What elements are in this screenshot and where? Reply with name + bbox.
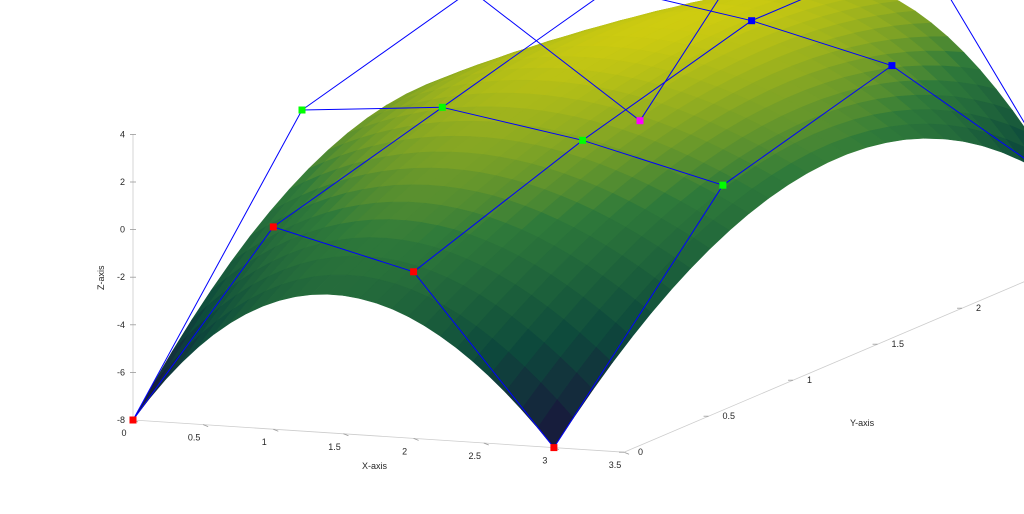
control-net-edge	[639, 0, 719, 121]
control-net-edge	[582, 20, 752, 141]
x-tick-label: 2	[402, 446, 407, 456]
z-tick-label: 0	[120, 225, 125, 235]
x-tick-label: 3	[542, 456, 547, 466]
control-net-edge	[891, 65, 1024, 159]
z-tick-label: -2	[117, 272, 125, 282]
y-tick-label: 2	[976, 303, 981, 313]
control-point	[269, 223, 277, 231]
control-net-edge	[273, 106, 443, 228]
control-net	[129, 0, 1024, 452]
z-tick-label: -8	[117, 415, 125, 425]
x-tick-label: 0.5	[188, 433, 201, 443]
control-point	[550, 444, 558, 452]
x-tick-mark	[203, 424, 209, 427]
z-tick-label: 2	[120, 177, 125, 187]
y-axis-line	[623, 281, 1024, 453]
control-net-edge	[442, 0, 595, 108]
control-net-edge	[413, 139, 583, 273]
x-tick-mark	[273, 428, 279, 432]
z-tick-label: -4	[117, 320, 125, 330]
control-net-edge	[301, 0, 459, 111]
z-tick-label: 4	[120, 129, 125, 139]
y-tick-label: 0.5	[723, 411, 736, 421]
control-net-edge	[132, 226, 274, 421]
control-net-edge	[661, 0, 752, 22]
x-tick-label: 1	[262, 437, 267, 447]
control-net-edge	[301, 106, 443, 111]
x-axis-label: X-axis	[362, 461, 388, 471]
control-point	[748, 17, 756, 25]
axis-labels: X-axis Y-axis Z-axis	[96, 265, 875, 471]
x-tick-label: 1.5	[328, 442, 341, 452]
x-tick-mark	[413, 438, 419, 441]
x-tick-mark	[483, 442, 489, 446]
y-tick-label: 1	[807, 375, 812, 385]
x-tick-mark	[623, 451, 630, 455]
control-point	[410, 268, 418, 276]
control-net-edge	[751, 20, 893, 67]
control-net-edge	[582, 139, 724, 186]
control-net-edge	[413, 271, 555, 448]
control-net-edge	[722, 65, 893, 186]
control-point	[129, 416, 137, 424]
control-point	[438, 103, 446, 111]
control-point	[298, 106, 306, 114]
x-tick-mark	[343, 433, 349, 437]
x-tick-label: 0	[121, 428, 126, 438]
x-tick-label: 3.5	[609, 460, 622, 470]
control-net-edge	[950, 0, 1024, 124]
surface	[132, 0, 1024, 449]
y-tick-label: 1.5	[892, 339, 905, 349]
y-tick-label: 0	[638, 447, 643, 457]
x-tick-label: 2.5	[468, 451, 481, 461]
control-net-edge	[132, 109, 303, 421]
control-net-edge	[553, 184, 724, 448]
y-axis-label: Y-axis	[850, 418, 875, 428]
control-point	[579, 136, 587, 144]
z-axis-label: Z-axis	[96, 265, 106, 290]
control-point	[888, 62, 896, 70]
control-point	[636, 117, 644, 125]
control-net-edge	[751, 0, 802, 22]
z-tick-label: -6	[117, 367, 125, 377]
control-net-edge	[442, 106, 583, 141]
control-net-edge	[482, 0, 641, 122]
control-net-edge	[273, 226, 414, 273]
control-point	[719, 181, 727, 189]
x-axis-line	[132, 419, 625, 453]
